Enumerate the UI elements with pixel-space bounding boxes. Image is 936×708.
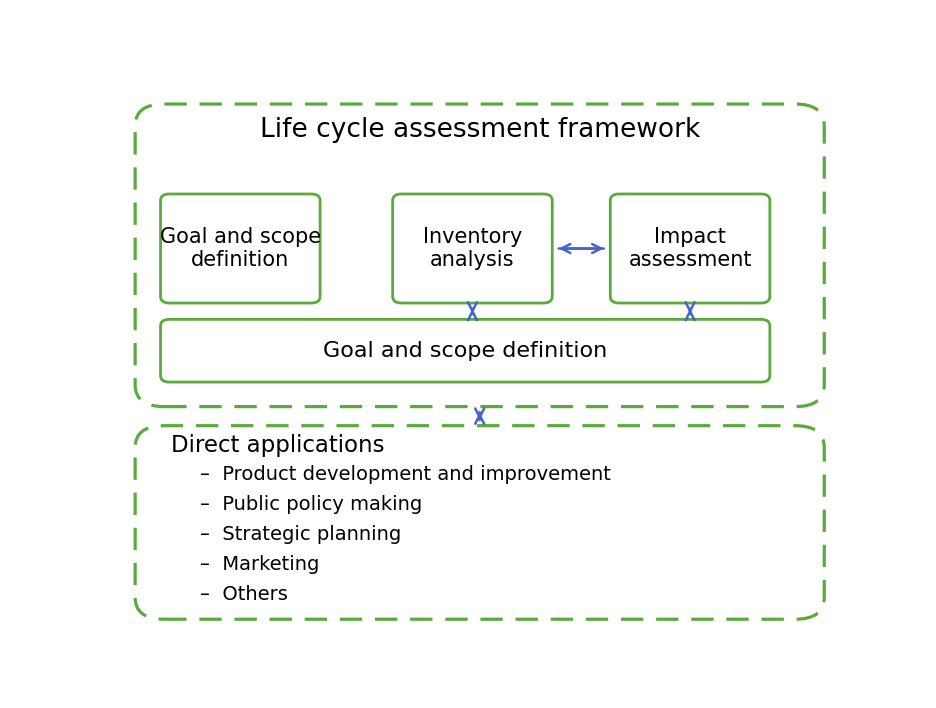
FancyBboxPatch shape [393, 194, 552, 303]
Text: Impact
assessment: Impact assessment [628, 227, 752, 270]
Text: –  Strategic planning: – Strategic planning [200, 525, 402, 544]
Text: Life cycle assessment framework: Life cycle assessment framework [259, 117, 700, 143]
FancyBboxPatch shape [161, 194, 320, 303]
Text: –  Product development and improvement: – Product development and improvement [200, 465, 611, 484]
Text: –  Marketing: – Marketing [200, 555, 320, 574]
Text: Inventory
analysis: Inventory analysis [423, 227, 522, 270]
Text: –  Others: – Others [200, 586, 288, 604]
FancyBboxPatch shape [135, 426, 825, 620]
Text: Direct applications: Direct applications [171, 434, 385, 457]
FancyBboxPatch shape [610, 194, 770, 303]
FancyBboxPatch shape [135, 104, 825, 406]
Text: –  Public policy making: – Public policy making [200, 495, 423, 514]
FancyBboxPatch shape [161, 319, 769, 382]
Text: Goal and scope
definition: Goal and scope definition [160, 227, 321, 270]
Text: Goal and scope definition: Goal and scope definition [323, 341, 607, 360]
